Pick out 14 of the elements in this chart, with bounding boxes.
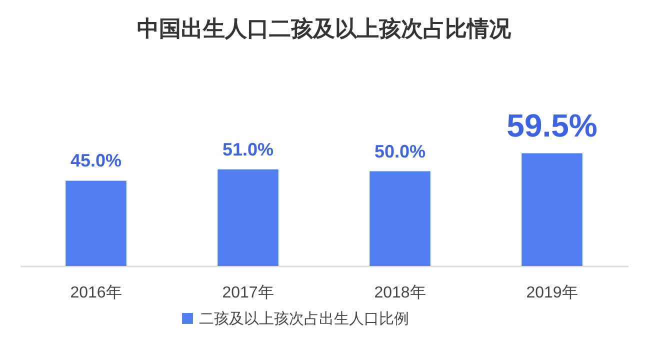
bar xyxy=(66,180,126,266)
bar xyxy=(218,169,278,266)
legend-label: 二孩及以上孩次占出生人口比例 xyxy=(199,310,409,328)
data-label: 59.5% xyxy=(506,107,598,144)
bar xyxy=(370,171,430,266)
x-tick-label: 2017年 xyxy=(222,284,274,302)
x-tick-label: 2018年 xyxy=(374,284,426,302)
data-label: 50.0% xyxy=(374,141,426,162)
bar xyxy=(522,153,582,266)
x-tick-label: 2019年 xyxy=(526,284,578,302)
chart-title: 中国出生人口二孩及以上孩次占比情况 xyxy=(137,16,512,41)
x-tick-label: 2016年 xyxy=(70,284,122,302)
data-label: 51.0% xyxy=(222,139,274,160)
data-label: 45.0% xyxy=(70,150,122,171)
